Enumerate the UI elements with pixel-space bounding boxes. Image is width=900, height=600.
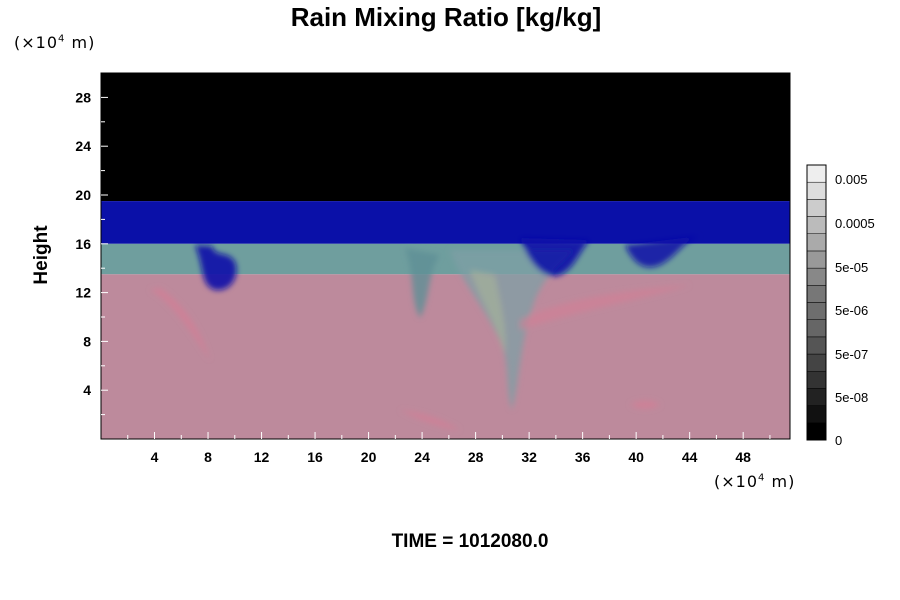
y-tick-label: 4 xyxy=(83,382,91,398)
colorbar-swatch xyxy=(806,216,827,234)
plot-frame xyxy=(100,72,791,440)
colorbar-swatch xyxy=(806,199,827,217)
y-axis-unit: (×104 m) xyxy=(14,33,96,52)
rain-streak xyxy=(520,285,690,330)
x-tick-label: 20 xyxy=(361,449,377,465)
colorbar-swatch xyxy=(806,319,827,338)
x-tick-label: 28 xyxy=(468,449,484,465)
rain-streak xyxy=(400,410,460,430)
x-tick-label: 40 xyxy=(628,449,644,465)
field-layer-0 xyxy=(101,73,790,202)
colorbar-swatch xyxy=(806,422,827,441)
colorbar-frame xyxy=(806,164,827,441)
field-layer-1 xyxy=(101,201,790,244)
cloud-tongue xyxy=(405,248,440,318)
x-tick-label: 44 xyxy=(682,449,698,465)
chart-title: Rain Mixing Ratio [kg/kg] xyxy=(290,2,602,32)
y-tick-label: 28 xyxy=(75,89,91,105)
cloud-tongue xyxy=(520,238,590,277)
cloud-tongue xyxy=(625,236,700,268)
colorbar-label: 5e-05 xyxy=(835,260,868,275)
x-tick-label: 24 xyxy=(414,449,430,465)
x-tick-label: 16 xyxy=(307,449,323,465)
colorbar-swatch xyxy=(806,285,827,303)
x-axis-unit: (×104 m) xyxy=(714,472,796,491)
colorbar-label: 5e-07 xyxy=(835,347,868,362)
rain-streak xyxy=(630,400,660,409)
cloud-tongue xyxy=(470,270,506,355)
colorbar-label: 5e-08 xyxy=(835,390,868,405)
colorbar-swatch xyxy=(806,388,827,406)
colorbar-label: 0.005 xyxy=(835,172,868,187)
time-label: TIME = 1012080.0 xyxy=(391,531,549,552)
colorbar-swatch xyxy=(806,267,827,286)
y-tick-label: 8 xyxy=(83,333,91,349)
colorbar-swatch xyxy=(806,405,827,424)
colorbar-label: 0.0005 xyxy=(835,216,875,231)
plot-area xyxy=(101,73,790,439)
colorbar-label: 0 xyxy=(835,433,842,448)
y-tick-label: 24 xyxy=(75,138,91,154)
colorbar: 0.005 0.0005 5e-05 5e-06 5e-07 5e-08 0 xyxy=(806,164,875,448)
colorbar-swatch xyxy=(806,164,827,183)
colorbar-swatch xyxy=(806,371,827,389)
x-axis: 4 8 12 16 20 24 28 32 36 40 44 48 xyxy=(127,432,771,465)
colorbar-swatch xyxy=(806,250,827,269)
cloud-tongue xyxy=(195,245,237,291)
x-tick-label: 36 xyxy=(575,449,591,465)
x-tick-label: 4 xyxy=(151,449,159,465)
colorbar-swatch xyxy=(806,336,827,355)
colorbar-swatch xyxy=(806,302,827,320)
colorbar-label: 5e-06 xyxy=(835,303,868,318)
field-layer-3 xyxy=(101,274,790,439)
colorbar-swatch xyxy=(806,181,827,200)
colorbar-swatch xyxy=(806,233,827,252)
x-tick-label: 32 xyxy=(521,449,537,465)
colorbar-swatch xyxy=(806,353,827,372)
x-tick-label: 12 xyxy=(254,449,270,465)
y-tick-label: 20 xyxy=(75,187,91,203)
x-tick-label: 8 xyxy=(204,449,212,465)
y-tick-label: 12 xyxy=(75,285,91,301)
y-tick-label: 16 xyxy=(75,236,91,252)
x-tick-label: 48 xyxy=(735,449,751,465)
y-axis: 4 8 12 16 20 24 28 xyxy=(75,89,108,416)
